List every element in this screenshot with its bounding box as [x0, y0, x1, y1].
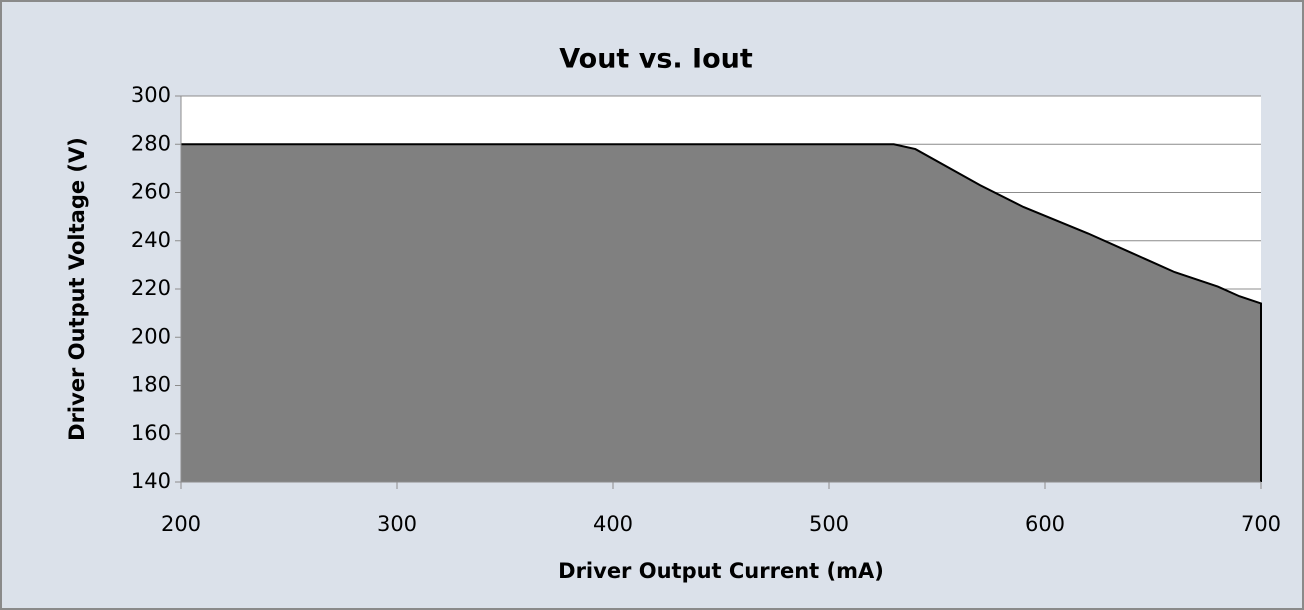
- x-tick-label: 700: [1241, 512, 1281, 536]
- x-tick-label: 400: [593, 512, 633, 536]
- y-tick-label: 300: [131, 83, 171, 107]
- x-tick-label: 500: [809, 512, 849, 536]
- x-tick-label: 300: [377, 512, 417, 536]
- area: [181, 144, 1261, 482]
- x-axis-label: Driver Output Current (mA): [558, 559, 884, 583]
- x-tick-label: 600: [1025, 512, 1065, 536]
- x-tick-label: 200: [161, 512, 201, 536]
- y-tick-label: 240: [131, 228, 171, 252]
- y-axis-label: Driver Output Voltage (V): [65, 137, 89, 441]
- y-tick-label: 220: [131, 276, 171, 300]
- y-tick-label: 260: [131, 180, 171, 204]
- chart-title: Vout vs. Iout: [559, 44, 753, 75]
- area-line: [181, 143, 1262, 482]
- y-tick-label: 280: [131, 131, 171, 155]
- y-tick-label: 160: [131, 421, 171, 445]
- marks: [181, 143, 1262, 482]
- y-tick-label: 140: [131, 469, 171, 493]
- y-tick-label: 200: [131, 324, 171, 348]
- y-tick-label: 180: [131, 373, 171, 397]
- axes: 140 160 180 200 220 240 260 280 300 200 300 400 500 6…: [131, 83, 1281, 536]
